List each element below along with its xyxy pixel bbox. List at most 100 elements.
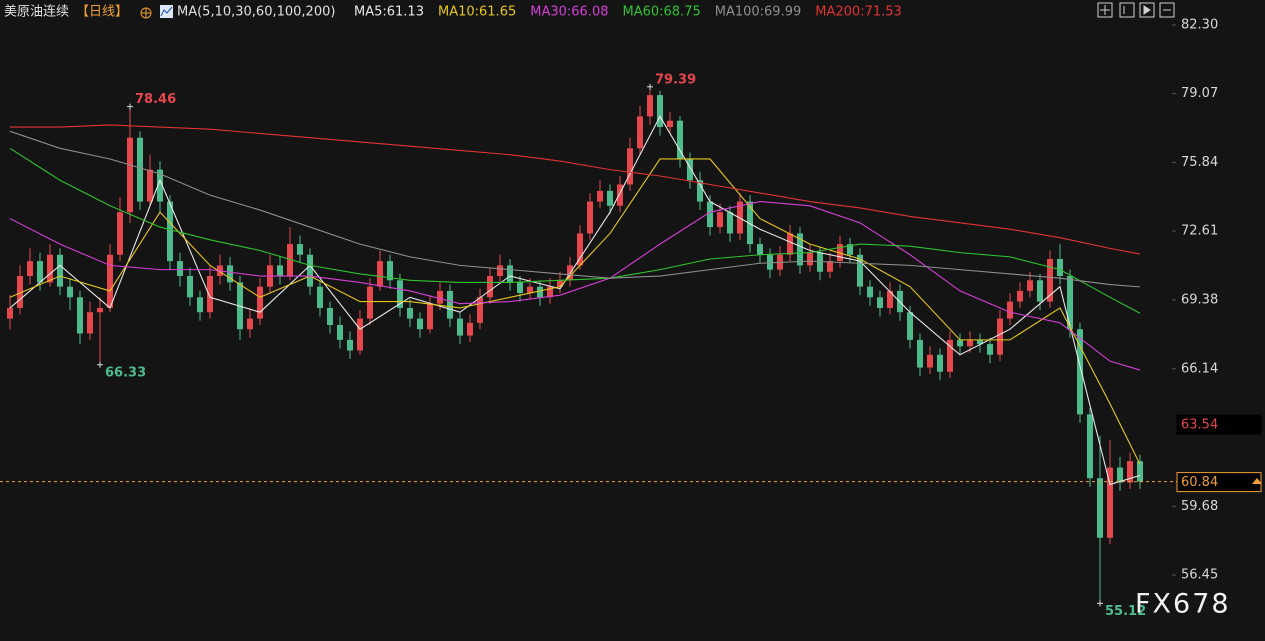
candle-body <box>1047 258 1053 302</box>
candle-body <box>397 280 403 308</box>
y-tick-label: 72.61 <box>1181 224 1218 239</box>
toolbar[interactable] <box>1097 2 1175 18</box>
annotation-label: 66.33 <box>105 365 146 380</box>
last-price-arrow <box>1252 478 1262 484</box>
candle-body <box>437 290 443 304</box>
candle-body <box>597 190 603 202</box>
candle-body <box>337 324 343 340</box>
candle-body <box>907 312 913 340</box>
add-icon[interactable] <box>140 7 152 19</box>
candle-body <box>857 254 863 287</box>
indicator-icon[interactable] <box>160 5 173 18</box>
candle-body <box>467 322 473 336</box>
y-tick-label: 56.45 <box>1181 568 1218 583</box>
candle-body <box>367 286 373 319</box>
candle-body <box>37 261 43 283</box>
candle-body <box>677 120 683 159</box>
candle-body <box>977 339 983 345</box>
candle-body <box>917 339 923 368</box>
price-tag-label: 63.54 <box>1181 418 1218 433</box>
y-tick-label: 69.38 <box>1181 292 1218 307</box>
candle-body <box>107 254 113 308</box>
candle-body <box>767 254 773 270</box>
candle-body <box>327 307 333 325</box>
candle-body <box>997 318 1003 355</box>
ma-line <box>9 200 1141 371</box>
ma-params: MA(5,10,30,60,100,200) <box>177 5 335 20</box>
candle-body <box>687 158 693 181</box>
candle-body <box>257 286 263 319</box>
candle-body <box>1037 280 1043 302</box>
candle-body <box>1127 461 1133 483</box>
candle-body <box>927 354 933 368</box>
candle-body <box>817 252 823 272</box>
candle-body <box>557 280 563 287</box>
annotation-label: 78.46 <box>135 92 176 107</box>
annotation-label: 55.12 <box>1105 604 1146 619</box>
price-tag-box <box>1176 472 1262 493</box>
candle-body <box>967 339 973 347</box>
candle-body <box>627 148 633 185</box>
price-tag-box <box>1176 414 1262 435</box>
candle-body <box>707 201 713 228</box>
candle-body <box>937 354 943 372</box>
candle-body <box>867 286 873 298</box>
candle-body <box>197 297 203 313</box>
y-tick-label: 82.30 <box>1181 17 1218 32</box>
candle-body <box>317 286 323 308</box>
candle-body <box>1017 290 1023 302</box>
candle-body <box>147 169 153 202</box>
candle-body <box>457 318 463 336</box>
candle-body <box>407 307 413 319</box>
candle-body <box>957 339 963 347</box>
candle-body <box>127 137 133 213</box>
legend-entry: MA100:69.99 <box>715 5 802 20</box>
candle-body <box>1077 329 1083 415</box>
legend: MA5:61.13 MA10:61.65 MA30:66.08 MA60:68.75 M… <box>354 5 902 20</box>
candle-body <box>487 276 493 298</box>
candle-body <box>427 303 433 330</box>
candle-body <box>787 233 793 255</box>
candle-body <box>667 120 673 128</box>
candle-body <box>507 265 513 283</box>
candle-body <box>7 307 13 319</box>
candle-body <box>717 212 723 228</box>
ma-line <box>9 147 1141 314</box>
candle-body <box>1057 258 1063 277</box>
candle-body <box>27 261 33 277</box>
candle-body <box>57 254 63 287</box>
candle-body <box>357 318 363 351</box>
candle-body <box>377 261 383 287</box>
candle-body <box>187 276 193 298</box>
candle-body <box>517 282 523 294</box>
candle-body <box>637 116 643 149</box>
y-tick-label: 59.68 <box>1181 499 1218 514</box>
candle-body <box>877 297 883 308</box>
candle-body <box>17 276 23 308</box>
symbol: 美原油连续 <box>4 4 69 20</box>
y-tick-label: 66.14 <box>1181 361 1218 376</box>
legend-entry: MA10:61.65 <box>438 5 516 20</box>
candle-body <box>247 318 253 330</box>
period: 【日线】 <box>76 5 128 20</box>
y-tick-label: 79.07 <box>1181 86 1218 101</box>
candle-body <box>297 244 303 255</box>
candle-body <box>537 286 543 298</box>
candle-body <box>987 344 993 355</box>
candle-body <box>497 265 503 277</box>
candle-body <box>97 307 103 313</box>
watermark: FX678 <box>1135 589 1231 620</box>
candle-body <box>797 233 803 266</box>
candle-body <box>387 261 393 281</box>
candle-body <box>757 244 763 255</box>
candle-body <box>87 312 93 334</box>
candle-body <box>697 180 703 202</box>
candle-body <box>207 276 213 313</box>
candle-body <box>807 252 813 266</box>
candle-body <box>417 318 423 330</box>
ma-line <box>9 158 1141 465</box>
annotation-label: 79.39 <box>655 72 696 87</box>
candle-body <box>647 95 653 117</box>
candle-body <box>277 265 283 277</box>
